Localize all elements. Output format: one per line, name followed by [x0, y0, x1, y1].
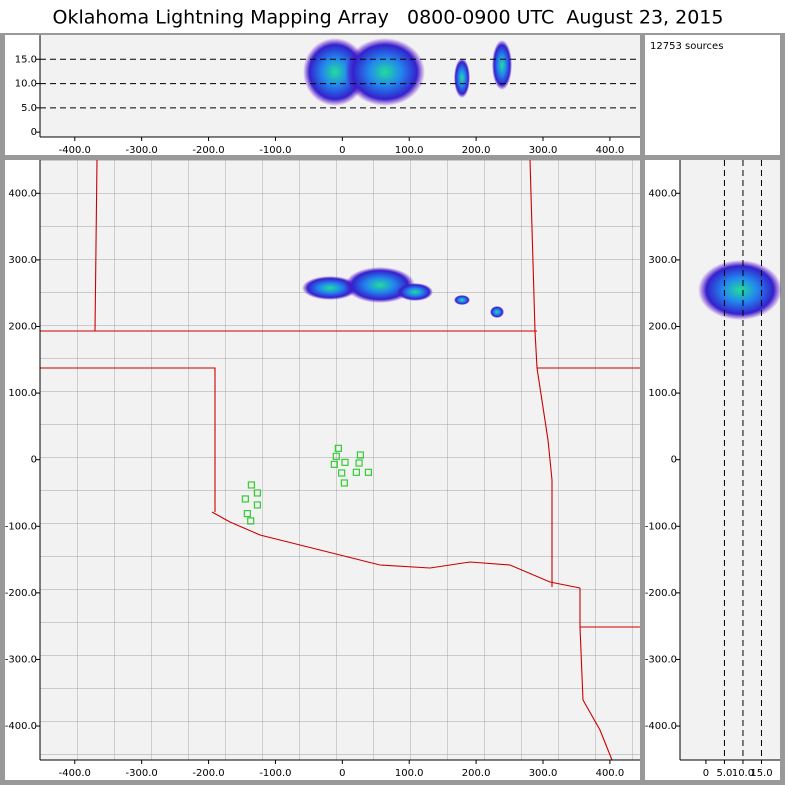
- x-tick-label: 15.0: [750, 768, 772, 779]
- y-tick-label: 400.0: [648, 188, 677, 199]
- station: [352, 468, 360, 476]
- y-tick-label: -100.0: [5, 521, 37, 532]
- x-tick-label: 400.0: [596, 145, 625, 156]
- x-tick-label: -100.0: [259, 145, 291, 156]
- y-tick-label: -200.0: [645, 588, 677, 599]
- station: [253, 489, 261, 497]
- y-tick-label: -100.0: [645, 521, 677, 532]
- x-tick-label: 0: [339, 768, 345, 779]
- station: [241, 495, 249, 503]
- y-tick-label: 300.0: [8, 255, 37, 266]
- station: [247, 517, 255, 525]
- y-tick-label: 10.0: [15, 79, 37, 90]
- x-tick-label: -400.0: [59, 145, 91, 156]
- station: [247, 481, 255, 489]
- x-tick-label: -400.0: [59, 768, 91, 779]
- station: [341, 458, 349, 466]
- x-tick-label: -300.0: [126, 768, 158, 779]
- y-tick-label: 400.0: [8, 188, 37, 199]
- y-tick-label: 5.0: [21, 103, 37, 114]
- y-tick-label: -400.0: [645, 721, 677, 732]
- x-tick-label: 5.0: [716, 768, 732, 779]
- lightning-sources: [302, 38, 512, 318]
- title-bar: [0, 0, 785, 33]
- station: [338, 469, 346, 477]
- y-tick-label: 200.0: [648, 321, 677, 332]
- y-tick-label: 300.0: [648, 255, 677, 266]
- x-tick-label: -300.0: [126, 145, 158, 156]
- info-panel: [645, 35, 780, 155]
- x-tick-label: 200.0: [462, 145, 491, 156]
- station: [334, 444, 342, 452]
- x-tick-label: 300.0: [529, 145, 558, 156]
- station: [340, 479, 348, 487]
- y-tick-label: 100.0: [648, 388, 677, 399]
- x-tick-label: 0: [703, 768, 709, 779]
- y-tick-label: 0: [31, 455, 37, 466]
- x-tick-label: 0: [339, 145, 345, 156]
- x-tick-label: -100.0: [259, 768, 291, 779]
- side-sources: [698, 260, 782, 320]
- x-tick-label: 400.0: [596, 768, 625, 779]
- source-count: 12753 sources: [650, 41, 723, 52]
- side-plot: [680, 160, 780, 760]
- station: [330, 460, 338, 468]
- y-tick-label: 15.0: [15, 54, 37, 65]
- x-tick-label: 100.0: [395, 145, 424, 156]
- x-tick-label: -200.0: [192, 145, 224, 156]
- title: Oklahoma Lightning Mapping Array 0800-09…: [53, 7, 724, 29]
- y-tick-label: 0: [31, 127, 37, 138]
- y-tick-label: -200.0: [5, 588, 37, 599]
- station: [356, 451, 365, 459]
- y-tick-label: -400.0: [5, 721, 37, 732]
- station: [364, 468, 373, 476]
- x-tick-label: 100.0: [395, 768, 424, 779]
- x-tick-label: 300.0: [529, 768, 558, 779]
- x-tick-label: 10.0: [732, 768, 754, 779]
- x-tick-label: -200.0: [192, 768, 224, 779]
- county-lines: [40, 160, 640, 760]
- y-tick-label: -300.0: [645, 654, 677, 665]
- y-tick-label: 100.0: [8, 388, 37, 399]
- station: [355, 459, 363, 467]
- x-tick-label: 200.0: [462, 768, 491, 779]
- state-borders: [40, 159, 640, 761]
- y-tick-label: -300.0: [5, 654, 37, 665]
- station: [243, 510, 251, 518]
- y-tick-label: 0: [671, 455, 677, 466]
- station: [332, 452, 340, 460]
- station: [253, 501, 261, 509]
- y-tick-label: 200.0: [8, 321, 37, 332]
